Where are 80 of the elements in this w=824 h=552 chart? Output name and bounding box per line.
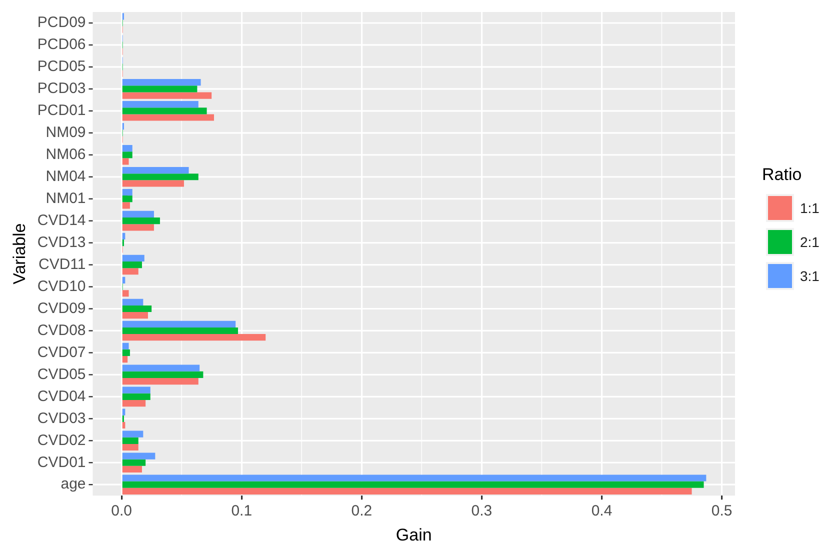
bar (122, 144, 132, 152)
bar (122, 158, 129, 165)
bar (122, 356, 128, 363)
y-tick-label: PCD03 (37, 80, 86, 98)
bar (122, 312, 148, 319)
y-axis-title: Variable (10, 223, 29, 284)
bar (122, 481, 704, 488)
bar (122, 202, 130, 209)
y-tick-label: NM04 (46, 168, 86, 186)
bar (122, 488, 692, 494)
bar (122, 86, 198, 92)
bar (122, 261, 142, 268)
x-tick-label: 0.0 (111, 502, 132, 520)
y-tick-label: PCD06 (37, 36, 86, 54)
bar (122, 224, 154, 231)
y-tick-label: CVD08 (37, 322, 86, 339)
x-tick-label: 0.5 (711, 502, 732, 520)
y-tick-label: PCD01 (37, 102, 86, 120)
bar (122, 92, 212, 99)
bar (122, 320, 236, 328)
y-tick-label: PCD09 (37, 14, 86, 32)
bar (122, 430, 144, 438)
legend-label: 3:1 (800, 268, 820, 284)
bar (122, 188, 132, 196)
y-tick-label: CVD10 (37, 278, 86, 295)
bar (122, 152, 132, 158)
y-tick-label: CVD13 (37, 234, 86, 251)
x-tick-label: 0.1 (231, 502, 252, 520)
legend-label: 2:1 (800, 234, 820, 250)
y-tick-label: CVD04 (37, 388, 86, 405)
bar (122, 437, 138, 444)
bar (122, 114, 214, 121)
bar (122, 254, 144, 262)
y-tick-label: CVD14 (37, 212, 86, 229)
bar (122, 210, 154, 218)
bar (122, 466, 142, 473)
bar (122, 108, 207, 114)
legend-label: 1:1 (800, 200, 820, 216)
bar (122, 342, 129, 350)
bar (122, 166, 189, 174)
x-tick-label: 0.3 (471, 502, 492, 520)
bar (122, 79, 201, 86)
bar (122, 334, 266, 341)
bar (122, 298, 144, 306)
bar (122, 196, 132, 202)
bar (122, 459, 146, 466)
bar (122, 180, 184, 187)
y-tick-label: PCD05 (37, 58, 86, 76)
bar (122, 474, 706, 482)
bar (122, 452, 156, 460)
bar (122, 371, 204, 378)
bar (122, 327, 238, 334)
x-axis-title: Gain (396, 525, 432, 544)
x-tick-label: 0.4 (591, 502, 612, 520)
bar (122, 305, 152, 312)
bar (122, 101, 198, 108)
bar (122, 378, 198, 385)
legend-title: Ratio (762, 165, 803, 185)
bar (122, 444, 138, 451)
y-tick-label: CVD02 (37, 432, 86, 449)
bar (122, 386, 150, 394)
bar (122, 364, 200, 372)
y-tick-label: NM06 (46, 146, 86, 164)
bar (122, 218, 160, 224)
y-tick-label: CVD11 (38, 256, 86, 273)
bar (122, 268, 138, 275)
bar (122, 393, 150, 400)
bar (122, 349, 130, 356)
y-tick-label: NM09 (46, 124, 86, 142)
y-tick-label: CVD03 (37, 410, 86, 427)
bar (122, 290, 129, 297)
bar (122, 400, 146, 407)
y-tick-label: CVD01 (37, 454, 86, 471)
y-tick-label: CVD09 (37, 300, 86, 317)
y-tick-label: NM01 (46, 190, 86, 207)
bar (122, 174, 198, 180)
y-tick-label: age (60, 476, 86, 493)
y-tick-label: CVD05 (37, 366, 86, 383)
y-tick-label: CVD07 (37, 344, 86, 361)
x-tick-label: 0.2 (351, 502, 372, 520)
